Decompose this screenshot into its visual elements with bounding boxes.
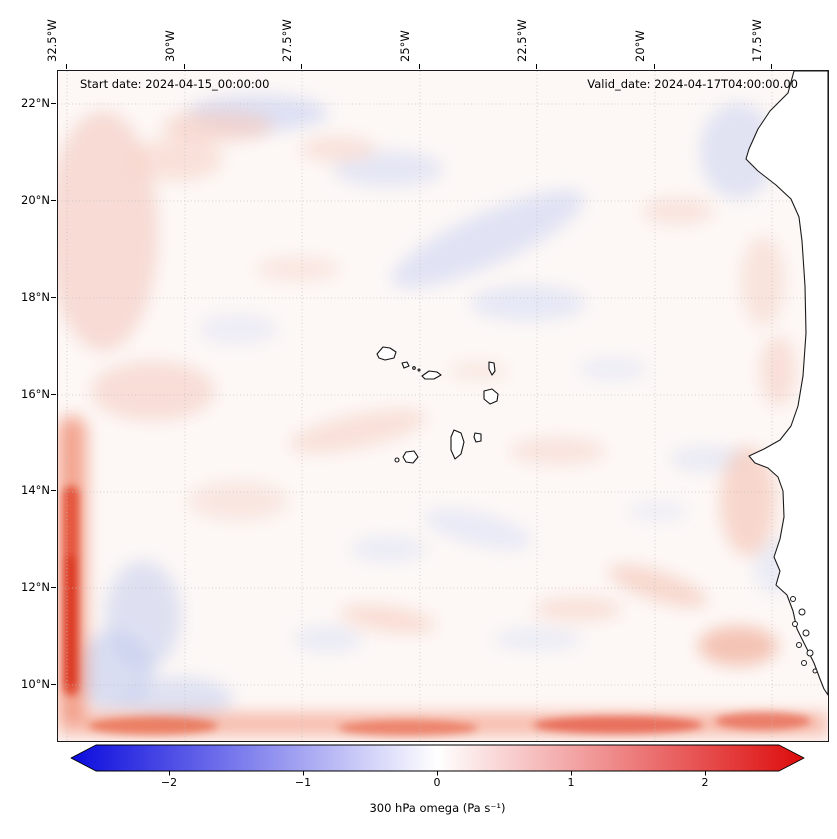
colorbar-gradient — [70, 744, 805, 772]
start-date-annotation: Start date: 2024-04-15_00:00:00 — [80, 77, 270, 91]
x-tick-label: 20°W — [633, 30, 647, 62]
colorbar-tick-label: 1 — [567, 776, 575, 789]
x-tick — [301, 64, 302, 69]
y-tick — [51, 587, 56, 588]
colorbar-tick-label: 0 — [433, 776, 441, 789]
y-tick-label: 10°N — [21, 677, 50, 691]
map-panel — [57, 70, 829, 742]
x-tick-label: 25°W — [398, 30, 412, 62]
x-tick — [66, 64, 67, 69]
colorbar-tick-label: 2 — [701, 776, 709, 789]
coastal-islands — [790, 596, 818, 674]
x-tick — [771, 64, 772, 69]
x-tick-label: 30°W — [163, 30, 177, 62]
x-tick-label: 32.5°W — [45, 19, 59, 62]
colorbar-canvas — [70, 744, 805, 776]
coastline-west-africa — [745, 71, 828, 696]
colorbar-ticks — [169, 771, 706, 776]
colorbar-tick-label: −2 — [160, 776, 178, 789]
y-tick — [51, 200, 56, 201]
omega-strong-cores — [63, 486, 811, 736]
graticule — [58, 71, 828, 741]
x-tick — [419, 64, 420, 69]
y-tick — [51, 394, 56, 395]
x-tick-label: 27.5°W — [280, 19, 294, 62]
y-tick — [51, 103, 56, 104]
y-tick — [51, 297, 56, 298]
cape-verde-islands — [376, 346, 499, 464]
y-tick-label: 22°N — [21, 96, 50, 110]
x-tick — [654, 64, 655, 69]
colorbar-tick-label: −1 — [294, 776, 312, 789]
x-tick — [536, 64, 537, 69]
y-tick-label: 16°N — [21, 387, 50, 401]
map-canvas — [58, 71, 828, 741]
colorbar-label: 300 hPa omega (Pa s⁻¹) — [369, 801, 506, 815]
x-tick-label: 17.5°W — [750, 19, 764, 62]
y-tick — [51, 490, 56, 491]
colorbar — [70, 744, 805, 778]
x-tick — [184, 64, 185, 69]
valid-date-annotation: Valid_date: 2024-04-17T04:00:00.00 — [587, 77, 798, 91]
y-tick-label: 18°N — [21, 290, 50, 304]
y-tick-label: 12°N — [21, 580, 50, 594]
y-tick-label: 20°N — [21, 193, 50, 207]
y-tick — [51, 684, 56, 685]
x-tick-label: 22.5°W — [515, 19, 529, 62]
y-tick-label: 14°N — [21, 483, 50, 497]
